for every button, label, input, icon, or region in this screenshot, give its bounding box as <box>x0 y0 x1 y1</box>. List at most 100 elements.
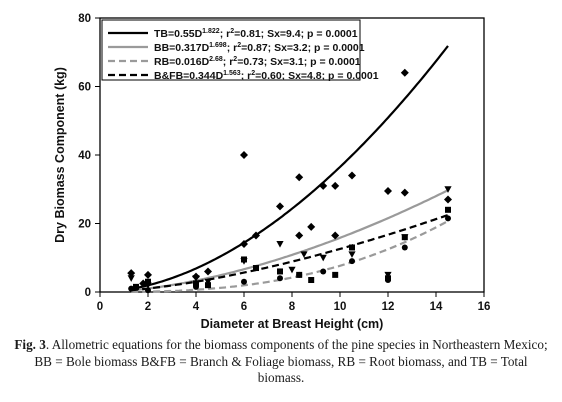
data-point-bb <box>319 254 327 262</box>
fit-curves <box>130 45 449 293</box>
data-point-tb <box>331 181 340 190</box>
x-tick-label: 12 <box>382 301 395 313</box>
legend-superscript: 2 <box>237 42 241 49</box>
x-tick-label: 10 <box>334 301 347 313</box>
legend-label: B&FB=0.344D1.563; r2=0.60; Sx=4.8; p = 0… <box>154 70 379 82</box>
legend-text: =0.81; Sx=9.4; p = 0.0001 <box>234 28 358 40</box>
data-point-bb <box>192 275 200 282</box>
x-tick-label: 8 <box>289 301 296 313</box>
y-tick-label: 20 <box>78 219 91 231</box>
legend-box <box>101 19 361 81</box>
figure-caption: Fig. 3. Allometric equations for the bio… <box>10 337 552 387</box>
legend-superscript: 1.822 <box>202 28 220 35</box>
x-tick-label: 6 <box>241 301 247 313</box>
data-point-tb <box>204 267 212 276</box>
data-point-tb <box>400 188 409 197</box>
legend-superscript: 2.68 <box>209 56 223 63</box>
data-point-rb <box>349 258 355 265</box>
data-point-tb <box>319 181 328 190</box>
data-point-bfb <box>401 234 408 241</box>
data-point-tb <box>144 270 152 279</box>
data-point-bfb <box>385 275 391 282</box>
legend-text: ; r <box>220 28 231 40</box>
fit-curve-bb <box>131 189 449 292</box>
legend-text: =0.60; Sx=4.8; p = 0.0001 <box>255 70 379 82</box>
data-point-rb <box>128 285 135 292</box>
data-point-bb <box>276 241 284 248</box>
data-point-bfb <box>332 271 339 278</box>
data-point-tb <box>384 186 392 195</box>
data-point-tb <box>444 195 452 204</box>
legend-label: TB=0.55D1.822; r2=0.81; Sx=9.4; p = 0.00… <box>154 28 358 40</box>
data-point-bfb <box>241 256 247 263</box>
data-point-bb <box>288 266 296 274</box>
legend-superscript: 2 <box>251 70 255 77</box>
legend-label: BB=0.317D1.698; r2=0.87; Sx=3.2; p = 0.0… <box>154 42 365 54</box>
data-point-rb <box>445 215 451 222</box>
legend-text: RB=0.016D <box>154 56 210 68</box>
data-point-tb <box>348 171 356 180</box>
y-tick-label: 40 <box>78 150 91 162</box>
data-point-tb <box>276 202 284 211</box>
legend-superscript: 2 <box>230 28 234 35</box>
data-point-bb <box>348 251 356 258</box>
legend-text: TB=0.55D <box>154 28 203 40</box>
legend-text: B&FB=0.344D <box>154 70 224 82</box>
legend-superscript: 2 <box>233 56 237 63</box>
data-point-bfb <box>445 206 451 213</box>
y-tick-label: 60 <box>78 82 91 94</box>
data-point-bb <box>384 271 392 279</box>
data-point-rb <box>277 275 283 282</box>
x-tick-label: 14 <box>430 301 443 313</box>
data-point-tb <box>307 222 316 231</box>
legend-text: =0.87; Sx=3.2; p = 0.0001 <box>241 42 365 54</box>
legend: TB=0.55D1.822; r2=0.81; Sx=9.4; p = 0.00… <box>101 19 379 82</box>
legend-text: ; r <box>223 56 234 68</box>
x-tick-label: 4 <box>193 301 200 313</box>
x-tick-label: 2 <box>145 301 151 313</box>
y-tick-label: 0 <box>85 287 91 299</box>
data-point-tb <box>331 231 340 240</box>
data-point-bfb <box>133 283 139 290</box>
data-point-bfb <box>253 265 259 272</box>
fit-curve-bfb <box>131 213 449 292</box>
data-point-rb <box>320 268 327 275</box>
data-point-bfb <box>145 278 151 285</box>
data-point-bb <box>127 275 135 282</box>
data-point-bfb <box>205 282 211 289</box>
caption-lead: Fig. 3 <box>14 337 46 352</box>
data-point-tb <box>127 269 136 278</box>
data-point-bb <box>300 251 308 258</box>
data-point-bfb <box>308 277 315 284</box>
data-point-rb <box>401 244 408 251</box>
data-point-tb <box>295 173 304 182</box>
data-point-tb <box>295 231 304 240</box>
data-point-rb <box>241 278 247 285</box>
y-axis-ticks: 0 20 40 60 80 <box>78 13 100 299</box>
x-tick-label: 0 <box>97 301 103 313</box>
data-point-bfb <box>193 280 199 287</box>
data-point-tb <box>400 68 409 77</box>
legend-text: ; r <box>241 70 252 82</box>
y-tick-label: 80 <box>78 13 91 25</box>
data-point-bb <box>444 186 452 193</box>
fit-curve-tb <box>130 45 449 291</box>
legend-text: BB=0.317D <box>154 42 210 54</box>
data-point-tb <box>240 240 248 249</box>
x-axis-ticks: 0 2 4 6 8 10 12 14 16 <box>97 292 491 313</box>
data-point-rb <box>145 287 151 294</box>
caption-text: . Allometric equations for the biomass c… <box>34 337 548 385</box>
data-point-bfb <box>296 271 303 278</box>
data-point-bfb <box>349 244 355 251</box>
legend-text: =0.73; Sx=3.1; p = 0.0001 <box>237 56 361 68</box>
data-point-bb <box>204 278 212 286</box>
x-tick-label: 16 <box>478 301 491 313</box>
legend-superscript: 1.698 <box>209 42 227 49</box>
data-point-bfb <box>277 268 283 275</box>
legend-label: RB=0.016D2.68; r2=0.73; Sx=3.1; p = 0.00… <box>154 56 361 68</box>
legend-text: ; r <box>227 42 238 54</box>
data-point-tb <box>252 231 260 240</box>
data-points <box>127 68 452 294</box>
y-axis-label: Dry Biomass Component (kg) <box>53 67 67 243</box>
